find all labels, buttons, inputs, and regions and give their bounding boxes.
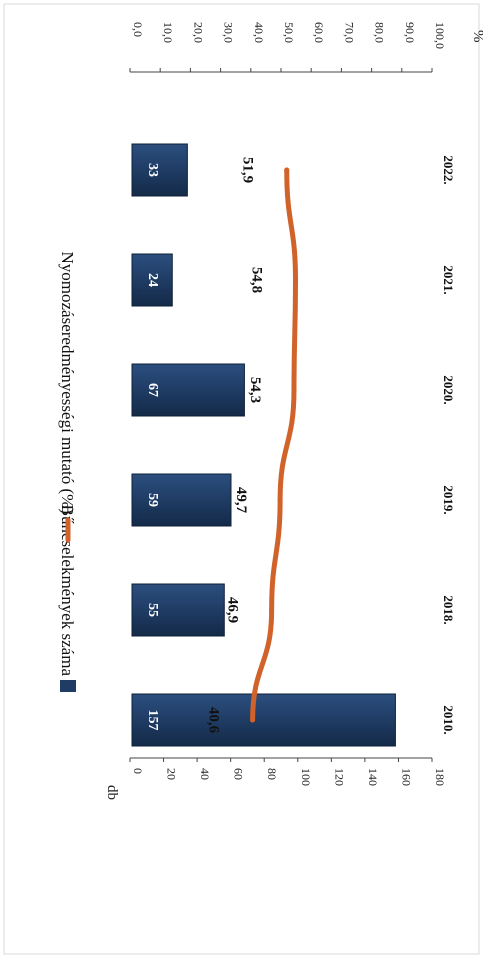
bar: [131, 473, 232, 527]
category-label: 2021.: [441, 265, 456, 294]
secondary-axis: 0,0 10,0 20,0 30,0 40,0 50,0 60,0 70,0 80,0 90,0 1…: [129, 22, 483, 73]
line-point: [277, 497, 283, 503]
bar: [131, 693, 396, 747]
legend-label-line: Nyomozáseredményességi mutató (%): [58, 252, 77, 514]
line-path: [250, 167, 298, 723]
secondary-tick-label: 40,0: [252, 22, 266, 43]
primary-axis-unit: db: [104, 785, 120, 800]
primary-tick-label: 60: [232, 768, 246, 780]
legend-swatch-bars: [60, 680, 76, 692]
line-value-label: 54,3: [247, 377, 263, 403]
line-value-label: 54,8: [248, 267, 264, 293]
secondary-tick-label: 20,0: [191, 22, 205, 43]
line-point: [250, 717, 256, 723]
primary-tick-label: 0: [131, 768, 145, 774]
primary-tick-label: 180: [433, 768, 447, 786]
bar-series: 157 2010. 55 2018. 59 2019. 67 2020. 24 2021. 33 20…: [131, 143, 456, 747]
legend: Bűncselekmények számaNyomozáseredményess…: [58, 252, 77, 692]
bar-value-label: 55: [145, 603, 160, 617]
primary-tick-label: 100: [299, 768, 313, 786]
secondary-tick-label: 100,0: [433, 22, 447, 49]
bar: [131, 253, 173, 307]
primary-tick-label: 80: [265, 768, 279, 780]
line-series: 40,6 46,9 49,7 54,3 54,8 51,9: [206, 157, 298, 734]
primary-tick-label: 20: [165, 768, 179, 780]
line-point: [284, 167, 290, 173]
line-value-label: 40,6: [206, 707, 222, 734]
bar-value-label: 157: [145, 710, 160, 731]
line-point: [269, 607, 275, 613]
secondary-tick-label: 50,0: [282, 22, 296, 43]
line-value-label: 49,7: [233, 487, 249, 514]
bar-value-label: 24: [145, 273, 160, 287]
primary-tick-label: 120: [332, 768, 346, 786]
category-label: 2010.: [441, 705, 456, 734]
legend-label-bars: Bűncselekmények száma: [58, 505, 77, 677]
category-label: 2020.: [441, 375, 456, 404]
bar: [131, 143, 188, 197]
secondary-tick-label: 10,0: [161, 22, 175, 43]
secondary-tick-label: 0,0: [131, 22, 145, 37]
bar-value-label: 67: [145, 383, 160, 397]
primary-tick-label: 140: [366, 768, 380, 786]
line-value-label: 46,9: [225, 597, 241, 623]
line-point: [292, 277, 298, 283]
secondary-tick-label: 80,0: [373, 22, 387, 43]
bar: [131, 583, 225, 637]
line-point: [291, 387, 297, 393]
category-label: 2019.: [441, 485, 456, 514]
secondary-axis-unit-label: %: [470, 30, 483, 43]
secondary-tick-label: 90,0: [403, 22, 417, 43]
line-value-label: 51,9: [240, 157, 256, 183]
secondary-tick-label: 70,0: [342, 22, 356, 43]
bar: [131, 363, 245, 417]
bar-value-label: 33: [145, 163, 160, 177]
secondary-tick-label: 30,0: [222, 22, 236, 43]
primary-tick-label: 160: [399, 768, 413, 786]
secondary-tick-label: 60,0: [312, 22, 326, 43]
primary-axis: 0 20 40 60 80 100 120 140 160 180 db: [104, 757, 447, 800]
bar-value-label: 59: [145, 493, 160, 507]
category-label: 2018.: [441, 595, 456, 624]
primary-tick-label: 40: [198, 768, 212, 780]
category-label: 2022.: [441, 155, 456, 184]
chart-frame: [3, 3, 480, 955]
